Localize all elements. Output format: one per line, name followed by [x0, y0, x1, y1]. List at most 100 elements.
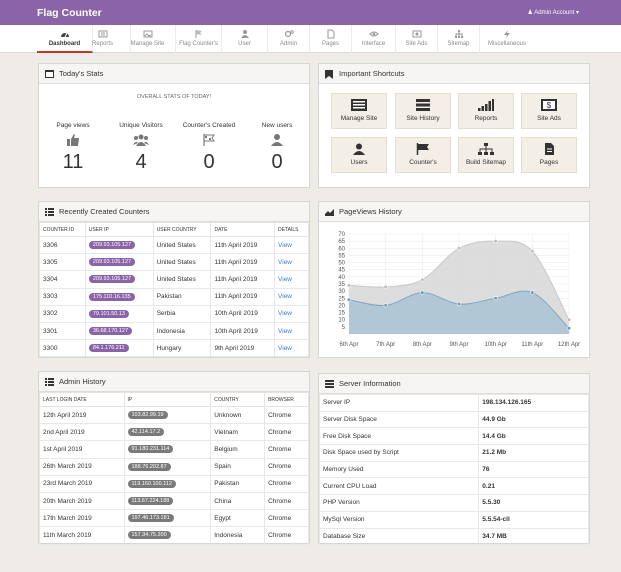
- flag-icon: [416, 143, 429, 155]
- ip-badge: 84.1.176.211: [88, 344, 129, 353]
- x-tick-label: 9th Apr: [449, 342, 468, 348]
- nav-dashboard[interactable]: Dashboard: [37, 25, 93, 53]
- browser: Chrome: [264, 526, 309, 545]
- server-info-table: Server IP 198.134.126.165 Server Disk Spa…: [318, 394, 589, 546]
- view-link[interactable]: View: [278, 258, 293, 266]
- view-link[interactable]: View: [278, 241, 293, 249]
- table-row: 3302 79.101.50.13 Serbia 10th April 2019 Vie…: [39, 304, 309, 323]
- panel-header: Recently Created Counters: [39, 202, 309, 222]
- country: Serbia: [152, 304, 212, 323]
- table-row: 1st April 2019 91.180.231.114 Belgium Chrom…: [39, 440, 309, 459]
- view-link[interactable]: View: [278, 275, 293, 283]
- shortcut-label: Site History: [406, 115, 440, 122]
- brand-logo[interactable]: Flag Counter: [37, 7, 102, 19]
- x-tick-label: 7th Apr: [376, 342, 395, 348]
- counter-id: 3305: [39, 253, 86, 272]
- data-point: [566, 326, 572, 331]
- panel-title: Important Shortcuts: [339, 69, 405, 78]
- panel-header: Server Information: [319, 374, 589, 394]
- shortcut-pages[interactable]: Pages: [521, 137, 577, 173]
- counter-id: 3306: [39, 235, 86, 255]
- ip-badge: 209.93.105.127: [88, 258, 136, 267]
- panel-title: Recently Created Counters: [59, 207, 150, 216]
- ip-badge: 79.101.50.13: [88, 309, 129, 318]
- ip-badge: 113.67.224.188: [127, 497, 174, 506]
- y-tick-label: 35: [338, 282, 345, 288]
- data-point: [566, 317, 572, 322]
- shortcut-label: Users: [350, 159, 368, 166]
- gears-icon: [284, 30, 294, 38]
- y-tick-label: 60: [338, 246, 345, 252]
- table-row: Disk Space used by Script 21.2 Mb: [318, 444, 589, 462]
- browser: Chrome: [264, 423, 309, 442]
- nav-interface[interactable]: Interface: [352, 25, 396, 53]
- info-label: MySql Version: [318, 510, 480, 529]
- nav-miscellaneous[interactable]: Miscellaneous: [480, 25, 534, 53]
- view-link[interactable]: View: [278, 344, 293, 352]
- ip-badge: 36.68.170.127: [88, 327, 133, 336]
- info-value: 14.4 Gb: [478, 427, 589, 446]
- counter-id: 3303: [39, 287, 86, 306]
- flag-checkered-icon: [203, 134, 215, 146]
- admin-history-table: LAST LOGIN DATE IP COUNTRY BROWSER 12th …: [39, 392, 309, 545]
- ip-badge: 209.93.105.127: [88, 275, 136, 284]
- country: Unknown: [210, 405, 266, 425]
- nav-flag-counters[interactable]: Flag Counter's: [176, 25, 222, 53]
- user-icon: [353, 143, 365, 155]
- country: Spain: [210, 457, 266, 476]
- view-link[interactable]: View: [278, 293, 293, 301]
- view-link[interactable]: View: [278, 310, 293, 318]
- admin-account-menu[interactable]: ♟ Admin Account ▾: [528, 9, 579, 16]
- pages-icon: [327, 29, 334, 39]
- shortcut-manage-site[interactable]: Manage Site: [331, 93, 387, 129]
- shortcut-reports[interactable]: Reports: [458, 93, 514, 129]
- col-header: IP: [123, 392, 212, 407]
- col-header: USER COUNTRY: [152, 222, 212, 237]
- col-header: DETAILS: [274, 222, 309, 237]
- shortcut-counters[interactable]: Counter's: [395, 137, 451, 173]
- info-label: Database Size: [318, 527, 480, 546]
- data-point: [346, 283, 352, 288]
- nav-label: Miscellaneous: [487, 41, 527, 47]
- shortcut-build-sitemap[interactable]: Build Sitemap: [458, 137, 514, 173]
- stats-subtitle: OVERALL STATS OF TODAY!: [136, 94, 212, 100]
- chevron-down-icon: ▾: [575, 10, 579, 16]
- pageviews-panel: PageViews History 5 10 15 20 25 30 35 40 45 50 55 6…: [318, 201, 590, 358]
- x-tick-label: 10th Apr: [484, 342, 506, 348]
- ip-badge: 197.46.173.181: [127, 514, 174, 523]
- todays-stats-panel: Today's Stats OVERALL STATS OF TODAY! Pa…: [38, 63, 310, 188]
- nav-label: Site Ads: [405, 41, 428, 47]
- nav-admin[interactable]: Admin: [268, 25, 310, 53]
- shortcut-users[interactable]: Users: [331, 137, 387, 173]
- nav-site-ads[interactable]: Site Ads: [396, 25, 438, 53]
- list-icon: [45, 208, 54, 216]
- shortcut-site-history[interactable]: Site History: [395, 93, 451, 129]
- nav-manage-site[interactable]: Manage Site: [120, 25, 176, 53]
- ip-badge: 188.76.202.87: [127, 462, 171, 471]
- country: Belgium: [210, 440, 266, 459]
- info-label: Server IP: [318, 394, 480, 412]
- thumbs-up-icon: [67, 134, 79, 146]
- country: Pakistan: [210, 474, 266, 493]
- x-tick-label: 12th Apr: [558, 342, 580, 348]
- shortcut-site-ads[interactable]: $ Site Ads: [521, 93, 577, 129]
- info-label: PHP Version: [318, 494, 480, 512]
- col-header: BROWSER: [264, 392, 309, 407]
- server-icon: [416, 99, 430, 111]
- browser: Chrome: [264, 405, 309, 425]
- nav-sitemap[interactable]: Sitemap: [438, 25, 480, 53]
- y-tick-label: 25: [338, 296, 345, 302]
- browser: Chrome: [264, 474, 309, 493]
- date: 11th April 2019: [210, 287, 276, 306]
- ip-badge: 42.114.17.2: [127, 428, 165, 437]
- recent-counters-panel: Recently Created Counters COUNTER ID USE…: [38, 201, 310, 358]
- nav-reports[interactable]: Reports: [75, 25, 131, 53]
- panel-title: Admin History: [59, 377, 106, 386]
- user-icon: ♟: [527, 10, 533, 16]
- money-icon: $: [541, 99, 557, 111]
- nav-user[interactable]: User: [222, 25, 268, 53]
- view-link[interactable]: View: [278, 327, 293, 335]
- col-header: LAST LOGIN DATE: [39, 392, 125, 407]
- nav-pages[interactable]: Pages: [310, 25, 352, 53]
